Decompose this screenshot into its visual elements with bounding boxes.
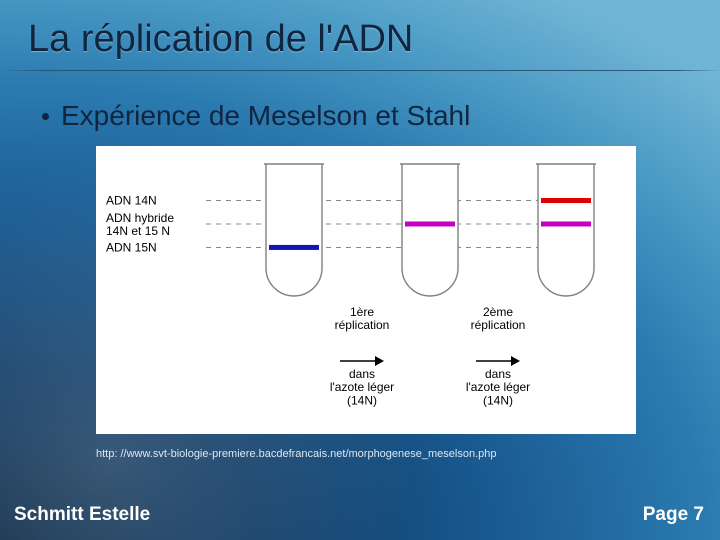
svg-text:dansl'azote léger(14N): dansl'azote léger(14N) — [330, 367, 394, 407]
footer-page: Page 7 — [643, 504, 704, 526]
svg-text:ADN 15N: ADN 15N — [106, 240, 157, 254]
svg-text:dansl'azote léger(14N): dansl'azote léger(14N) — [466, 367, 530, 407]
page-title: La réplication de l'ADN — [28, 18, 413, 61]
svg-text:2èmeréplication: 2èmeréplication — [471, 305, 526, 332]
diagram-figure: ADN 14N ADN hybride14N et 15 N ADN 15N 1ère… — [96, 146, 636, 434]
svg-text:1èreréplication: 1èreréplication — [335, 305, 390, 332]
bullet-icon — [42, 113, 49, 120]
bullet-text: Expérience de Meselson et Stahl — [61, 100, 470, 132]
diagram-svg: ADN 14N ADN hybride14N et 15 N ADN 15N 1ère… — [96, 146, 636, 434]
title-underline — [0, 70, 720, 71]
slide: La réplication de l'ADN Expérience de Me… — [0, 0, 720, 540]
bullet-row: Expérience de Meselson et Stahl — [42, 100, 470, 132]
svg-text:ADN hybride14N et 15 N: ADN hybride14N et 15 N — [106, 211, 174, 238]
citation-text: http: //www.svt-biologie-premiere.bacdef… — [96, 448, 497, 460]
footer-author: Schmitt Estelle — [14, 504, 150, 526]
svg-text:ADN 14N: ADN 14N — [106, 194, 157, 208]
